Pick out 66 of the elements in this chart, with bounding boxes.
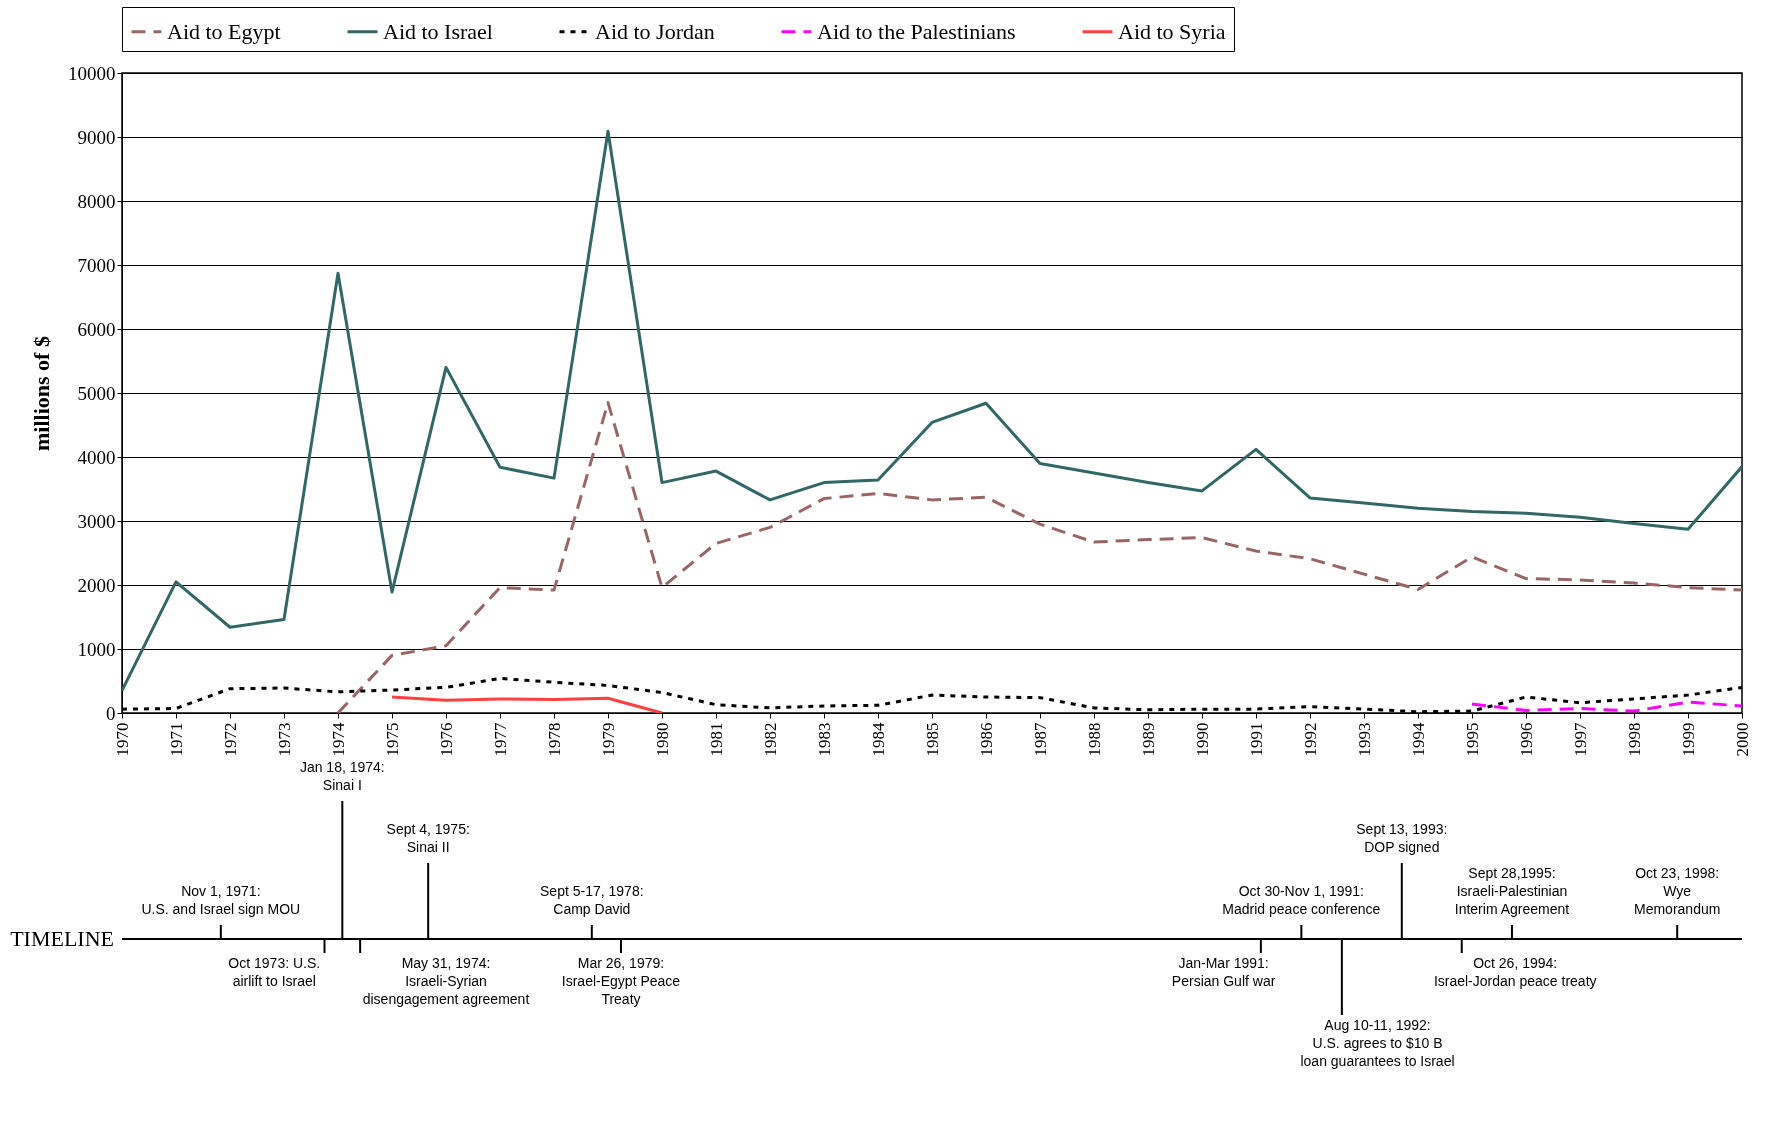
x-tick-label: 1972 xyxy=(220,722,240,757)
x-tick-label: 1973 xyxy=(274,722,294,757)
text: May 31, 1974: Israeli-Syrian disengagement agreement xyxy=(362,955,530,1007)
x-tick-label: 1979 xyxy=(598,722,618,757)
text: Sept 28,1995: Israeli-Palestinian Interim Agreement xyxy=(1454,865,1570,917)
x-tick-label: 2000 xyxy=(1732,722,1752,757)
text: Oct 1973: U.S. airlift to Israel xyxy=(228,955,321,989)
x-tick-label: 1995 xyxy=(1462,722,1482,757)
x-tick-label: 1981 xyxy=(706,722,726,757)
x-tick-label: 1993 xyxy=(1354,722,1374,757)
text: Sept 4, 1975: Sinai II xyxy=(386,821,470,855)
text: Oct 26, 1994: Israel-Jordan peace treaty xyxy=(1433,955,1597,989)
text: Aug 10-11, 1992: U.S. agrees to $10 B loan guarantees to Israel xyxy=(1300,1017,1455,1069)
legend-label: Aid to Israel xyxy=(383,18,493,44)
y-tick-label: 1000 xyxy=(77,638,116,660)
y-tick-label: 5000 xyxy=(77,382,116,404)
text: Oct 30-Nov 1, 1991: Madrid peace conference xyxy=(1222,883,1381,917)
x-tick-label: 1997 xyxy=(1570,722,1590,757)
x-tick-label: 1975 xyxy=(382,722,402,757)
y-tick-label: 3000 xyxy=(77,510,116,532)
text: TIMELINE xyxy=(10,926,114,951)
x-tick-label: 1987 xyxy=(1030,722,1050,757)
y-tick-label: 6000 xyxy=(77,318,116,340)
x-tick-label: 1976 xyxy=(436,722,456,757)
x-tick-label: 1996 xyxy=(1516,722,1536,757)
text: Nov 1, 1971: U.S. and Israel sign MOU xyxy=(141,883,301,917)
x-tick-label: 1978 xyxy=(544,722,564,757)
legend-label: Aid to Jordan xyxy=(595,18,715,44)
y-tick-label: 2000 xyxy=(77,574,116,596)
text: Jan-Mar 1991: Persian Gulf war xyxy=(1171,955,1276,989)
x-tick-label: 1989 xyxy=(1138,722,1158,757)
x-tick-label: 1971 xyxy=(166,722,186,757)
x-tick-label: 1992 xyxy=(1300,722,1320,757)
x-tick-label: 1982 xyxy=(760,722,780,757)
x-tick-label: 1977 xyxy=(490,722,510,757)
x-tick-label: 1990 xyxy=(1192,722,1212,757)
text: Sept 5-17, 1978: Camp David xyxy=(540,883,644,917)
text: Oct 23, 1998: Wye Memorandum xyxy=(1634,865,1721,917)
legend-label: Aid to the Palestinians xyxy=(817,18,1016,44)
text: Sept 13, 1993: DOP signed xyxy=(1356,821,1448,855)
x-tick-label: 1985 xyxy=(922,722,942,757)
x-tick-label: 1970 xyxy=(112,722,132,757)
x-tick-label: 1988 xyxy=(1084,722,1104,757)
x-tick-label: 1986 xyxy=(976,722,996,757)
x-tick-label: 1974 xyxy=(328,722,348,757)
y-tick-label: 7000 xyxy=(77,254,116,276)
y-axis-title: millions of $ xyxy=(29,336,54,451)
legend-label: Aid to Syria xyxy=(1118,18,1226,44)
x-tick-label: 1983 xyxy=(814,722,834,757)
y-tick-label: 10000 xyxy=(68,62,116,84)
legend-label: Aid to Egypt xyxy=(167,18,281,44)
x-tick-label: 1998 xyxy=(1624,722,1644,757)
y-tick-label: 4000 xyxy=(77,446,116,468)
x-tick-label: 1991 xyxy=(1246,722,1266,757)
text: Mar 26, 1979: Israel-Egypt Peace Treaty xyxy=(561,955,681,1007)
line-series xyxy=(336,401,1742,713)
y-tick-label: 9000 xyxy=(77,126,116,148)
x-tick-label: 1984 xyxy=(868,722,888,757)
x-tick-label: 1994 xyxy=(1408,722,1428,757)
x-tick-label: 1980 xyxy=(652,722,672,757)
x-tick-label: 1999 xyxy=(1678,722,1698,757)
y-tick-label: 0 xyxy=(106,702,116,724)
text: Jan 18, 1974: Sinai I xyxy=(299,759,385,793)
line-series xyxy=(390,695,664,713)
y-tick-label: 8000 xyxy=(77,190,116,212)
line-series xyxy=(1470,700,1742,713)
